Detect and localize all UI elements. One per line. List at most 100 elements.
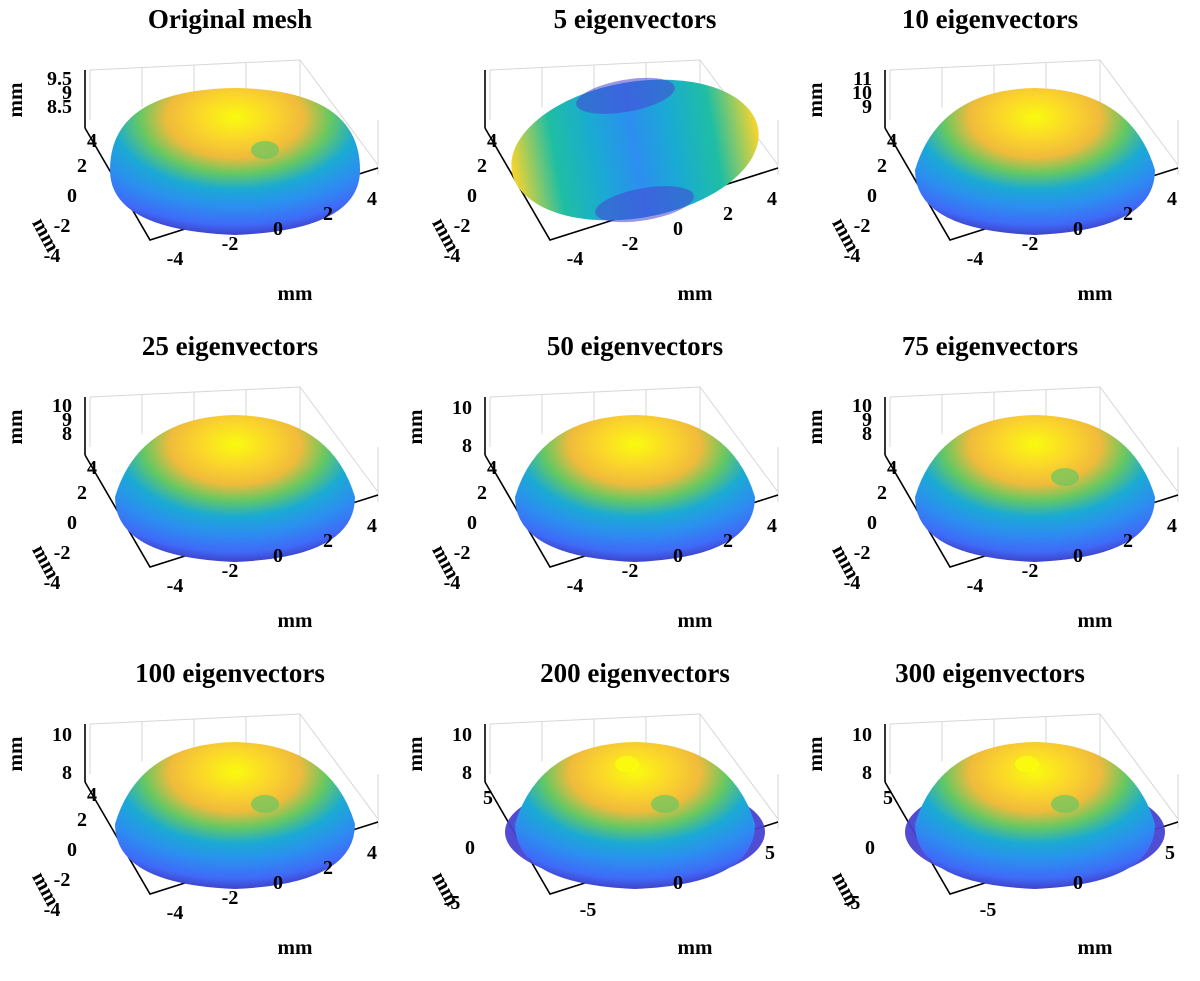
x-axis-label: mm (278, 935, 313, 959)
surface-detail (251, 141, 279, 159)
y-tick-label: 0 (465, 837, 475, 859)
x-axis-label: mm (1078, 281, 1113, 305)
x-tick-label: -5 (980, 899, 997, 921)
x-tick-label: 4 (1167, 188, 1177, 210)
surface-patch (511, 79, 759, 221)
z-tick-label: 11 (853, 68, 872, 90)
surface-patch (915, 415, 1155, 562)
x-axis-label: mm (678, 608, 713, 632)
z-axis-label: mm (3, 82, 27, 117)
z-tick-label: 8 (62, 762, 72, 784)
z-tick-label: 9 (62, 82, 72, 104)
x-tick-label: 4 (367, 188, 377, 210)
x-tick-label: 4 (367, 842, 377, 864)
surface-patch (515, 742, 755, 889)
subplot-title: Original mesh (148, 4, 312, 34)
x-tick-label: -4 (167, 248, 184, 270)
y-tick-label: 4 (487, 130, 497, 152)
y-tick-label: 0 (467, 185, 477, 207)
surface-patch (115, 742, 355, 889)
surface (115, 415, 355, 562)
y-tick-label: -2 (54, 215, 71, 237)
y-tick-label: 0 (467, 512, 477, 534)
x-tick-label: 0 (273, 218, 283, 240)
surface-detail (1051, 795, 1079, 813)
surface (511, 77, 759, 223)
y-tick-label: -4 (844, 572, 861, 594)
surface-patch (595, 186, 694, 223)
surface (915, 88, 1155, 235)
x-tick-label: 5 (1165, 842, 1175, 864)
x-tick-label: 2 (1123, 203, 1133, 225)
y-tick-label: 2 (877, 155, 887, 177)
subplot-title: 25 eigenvectors (142, 331, 318, 361)
subplot-title: 300 eigenvectors (895, 658, 1085, 688)
z-tick-label: 10 (452, 724, 472, 746)
x-tick-label: 4 (367, 515, 377, 537)
y-tick-label: 5 (483, 787, 493, 809)
y-tick-label: 4 (487, 457, 497, 479)
y-tick-label: 0 (67, 512, 77, 534)
z-tick-label: 10 (52, 724, 72, 746)
z-axis-label: mm (3, 736, 27, 771)
axes-box (489, 713, 779, 829)
surface (905, 742, 1165, 889)
y-tick-label: 2 (877, 482, 887, 504)
surface-patch (915, 742, 1155, 889)
x-tick-label: -2 (222, 233, 239, 255)
z-tick-label: 8 (862, 762, 872, 784)
y-tick-label: -2 (54, 542, 71, 564)
x-tick-label: -4 (967, 248, 984, 270)
surface-detail (251, 795, 279, 813)
y-tick-label: 4 (887, 457, 897, 479)
y-tick-label: 4 (87, 784, 97, 806)
surface-patch (915, 88, 1155, 235)
x-tick-label: -2 (222, 560, 239, 582)
z-tick-label: 10 (852, 724, 872, 746)
surface-patch (515, 415, 755, 562)
x-tick-label: -2 (222, 887, 239, 909)
x-axis-label: mm (678, 281, 713, 305)
x-tick-label: 0 (673, 218, 683, 240)
y-tick-label: 2 (77, 809, 87, 831)
y-tick-label: 4 (87, 130, 97, 152)
surface (110, 88, 360, 235)
y-tick-label: 0 (67, 839, 77, 861)
subplot-title: 50 eigenvectors (547, 331, 723, 361)
surface-detail (651, 795, 679, 813)
x-tick-label: -2 (1022, 560, 1039, 582)
y-tick-label: 0 (865, 837, 875, 859)
subplot-title: 5 eigenvectors (554, 4, 717, 34)
z-axis-label: mm (803, 736, 827, 771)
surface (515, 415, 755, 562)
x-tick-label: -4 (167, 575, 184, 597)
z-axis-label: mm (803, 409, 827, 444)
surface-patch (115, 415, 355, 562)
surface-detail (1051, 468, 1079, 486)
z-axis-label: mm (3, 409, 27, 444)
x-tick-label: -5 (580, 899, 597, 921)
axes-box (89, 713, 379, 829)
x-axis-label: mm (1078, 935, 1113, 959)
x-tick-label: 4 (767, 188, 777, 210)
y-tick-label: -4 (44, 572, 61, 594)
y-tick-label: 0 (867, 512, 877, 534)
y-tick-label: -4 (44, 899, 61, 921)
x-tick-label: 2 (323, 857, 333, 879)
subplot-title: 100 eigenvectors (135, 658, 325, 688)
y-tick-label: -2 (454, 215, 471, 237)
z-tick-label: 9 (862, 96, 872, 118)
z-tick-label: 8 (462, 762, 472, 784)
z-axis-label: mm (403, 736, 427, 771)
x-tick-label: 0 (673, 545, 683, 567)
x-axis-label: mm (678, 935, 713, 959)
subplot-title: 200 eigenvectors (540, 658, 730, 688)
z-tick-label: 8 (862, 423, 872, 445)
x-tick-label: 0 (273, 545, 283, 567)
